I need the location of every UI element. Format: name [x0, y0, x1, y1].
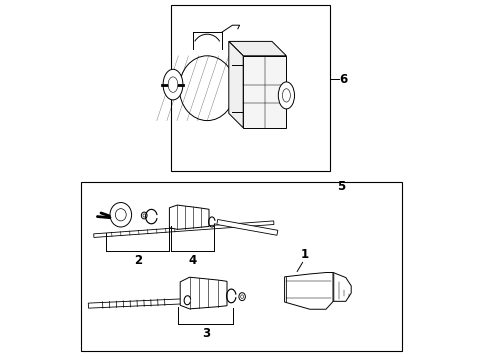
Ellipse shape	[179, 56, 235, 121]
Bar	[171, 5, 330, 171]
Polygon shape	[170, 205, 209, 229]
Polygon shape	[333, 273, 351, 301]
Ellipse shape	[278, 82, 294, 109]
Polygon shape	[229, 41, 243, 128]
Ellipse shape	[110, 203, 132, 227]
Ellipse shape	[241, 295, 244, 298]
Text: 4: 4	[189, 255, 197, 267]
Text: 2: 2	[134, 255, 142, 267]
Ellipse shape	[141, 212, 147, 219]
Bar	[81, 182, 402, 351]
Ellipse shape	[116, 209, 126, 221]
Polygon shape	[229, 41, 286, 56]
Polygon shape	[88, 299, 184, 308]
Polygon shape	[217, 220, 278, 235]
Text: 3: 3	[202, 327, 210, 340]
Polygon shape	[243, 56, 286, 128]
Ellipse shape	[282, 89, 291, 102]
Text: 6: 6	[340, 73, 348, 86]
Polygon shape	[285, 273, 333, 309]
Ellipse shape	[143, 214, 146, 217]
Ellipse shape	[163, 69, 183, 100]
Ellipse shape	[168, 77, 178, 93]
Text: 1: 1	[300, 248, 309, 261]
Polygon shape	[180, 277, 227, 309]
Polygon shape	[94, 221, 274, 238]
Ellipse shape	[239, 293, 245, 301]
Text: 5: 5	[337, 180, 345, 193]
